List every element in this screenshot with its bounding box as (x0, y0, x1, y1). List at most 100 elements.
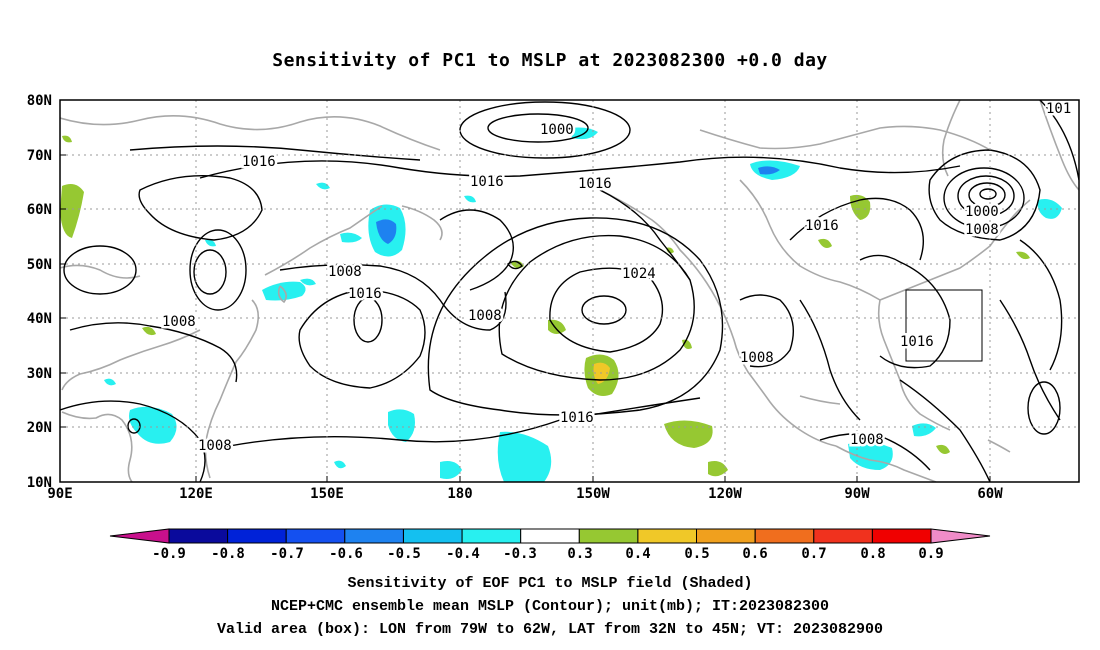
shade-cyan-siberia1 (316, 182, 330, 190)
colorbar-label-neg03: -0.3 (503, 546, 537, 562)
contour-label-1016-atlantic: 1016 (900, 334, 934, 350)
colorbar-right-arrow (930, 528, 991, 544)
colorbar-box-6 (520, 528, 580, 544)
colorbar-label-04: 0.4 (625, 546, 650, 562)
contour-canada-1016 (789, 197, 924, 261)
contour-pac-high-1024 (549, 267, 664, 353)
colorbar-label-neg05: -0.5 (387, 546, 421, 562)
contour-atlantic-1016 (859, 254, 951, 369)
shade-green-china (142, 326, 156, 336)
colorbar-label-09: 0.9 (918, 546, 943, 562)
shade-cyan-caribbean (848, 441, 893, 470)
lon-label-90w: 90W (844, 486, 870, 502)
lat-label-20n: 20N (27, 420, 52, 436)
shade-cyan-caribbean2 (912, 423, 936, 437)
contour-label-1008-japan: 1008 (328, 264, 362, 280)
contour-north-1016 (129, 145, 421, 161)
lon-label-120e: 120E (179, 486, 213, 502)
contour-china-low2 (193, 249, 227, 295)
contour-east-atlantic (1019, 239, 1063, 371)
lat-labels: 80N 70N 60N 50N 40N 30N 20N 10N (27, 93, 52, 491)
colorbar-box-3 (344, 528, 404, 544)
colorbar-box-7 (578, 528, 639, 544)
shade-green-mexico (664, 420, 713, 448)
contour-label-1008-scs: 1008 (198, 438, 232, 454)
lat-label-70n: 70N (27, 148, 52, 164)
shade-cyan-kuril (300, 278, 316, 286)
contour-subtropical-1016 (209, 397, 701, 451)
contour-label-101-edge: 101 (1046, 101, 1071, 117)
caption-line-1: Sensitivity of EOF PC1 to MSLP field (Sh… (347, 575, 753, 592)
lon-label-120w: 120W (708, 486, 742, 502)
shade-cyan-okhotsk (340, 232, 362, 243)
colorbar-label-07: 0.7 (801, 546, 826, 562)
contour-mexico-1008 (819, 433, 931, 471)
contour-label-1008-labrador: 1008 (965, 222, 999, 238)
contour-arctic-low-inner (487, 113, 589, 143)
shade-cyan-wpac4 (334, 460, 346, 469)
lat-label-80n: 80N (27, 93, 52, 109)
colorbar-box-8 (637, 528, 698, 544)
contour-labrador-1 (943, 167, 1025, 229)
contour-labrador-3 (968, 182, 1006, 208)
shade-cyan-phil1 (129, 406, 177, 444)
shade-green-ural2 (62, 135, 72, 143)
colorbar-label-05: 0.5 (684, 546, 709, 562)
colorbar-box-11 (813, 528, 873, 544)
contour-east-us2 (999, 299, 1061, 421)
colorbar-box-5 (461, 528, 522, 544)
contour-atl-low (1027, 381, 1061, 435)
contour-pac-high-core (581, 295, 627, 325)
shade-cyan-siberia2 (464, 195, 476, 203)
shade-green-sc (936, 444, 950, 454)
contour-alaska-1016 (599, 189, 691, 281)
contour-label-1008-aleutian: 1008 (468, 308, 502, 324)
shade-blue-hudson (758, 166, 780, 175)
contour-gulf-mexico (899, 379, 991, 482)
contour-siberia-loop (138, 175, 263, 241)
contour-aleutian (439, 209, 514, 291)
colorbar-label-neg06: -0.6 (329, 546, 363, 562)
contour-label-1024-high: 1024 (622, 266, 656, 282)
shade-blue-kamchatka (376, 219, 397, 244)
lat-label-50n: 50N (27, 257, 52, 273)
contour-nwpac-1016 (298, 289, 426, 389)
contour-label-1008-mexico: 1008 (850, 432, 884, 448)
colorbar-label-06: 0.6 (742, 546, 767, 562)
colorbar-label-neg07: -0.7 (270, 546, 304, 562)
lon-label-150w: 150W (576, 486, 610, 502)
contour-label-1016-nwpacific: 1016 (348, 286, 382, 302)
contour-label-1016-subtropical: 1016 (560, 410, 594, 426)
contour-label-1016-canada: 1016 (805, 218, 839, 234)
colorbar-boxes (168, 528, 932, 544)
lat-label-10n: 10N (27, 475, 52, 491)
contour-labrador-2 (957, 175, 1015, 217)
contour-gulf-small (507, 260, 523, 270)
chart-title: Sensitivity of PC1 to MSLP at 2023082300… (272, 50, 828, 71)
shade-green-labrador (1016, 251, 1030, 260)
shade-green-rockies (818, 238, 832, 248)
contour-labrador-outer (928, 149, 1041, 241)
shade-green-npac2 (666, 247, 674, 254)
caption-line-2: NCEP+CMC ensemble mean MSLP (Contour); u… (270, 598, 830, 615)
contour-east-us (799, 299, 861, 421)
caption-line-3: Valid area (box): LON from 79W to 62W, L… (216, 621, 884, 638)
contour-east-atlantic2 (1039, 100, 1079, 181)
tick-marks (60, 99, 991, 483)
contour-label-1008-china: 1008 (162, 314, 196, 330)
colorbar (109, 528, 991, 544)
contour-label-1000-labrador: 1000 (965, 204, 999, 220)
shade-green-ural (60, 184, 84, 238)
contour-westlow (63, 245, 137, 295)
shade-cyan-greenland (1037, 199, 1062, 219)
grid-lines (60, 100, 1079, 482)
colorbar-label-03: 0.3 (567, 546, 592, 562)
contour-china-low1 (189, 229, 247, 311)
lon-label-150e: 150E (310, 486, 344, 502)
contour-label-1016-alaska: 1016 (578, 176, 612, 192)
contour-scs-low (127, 418, 141, 434)
shade-cyan-phil2 (104, 378, 116, 386)
lat-label-30n: 30N (27, 366, 52, 382)
colorbar-box-2 (285, 528, 346, 544)
